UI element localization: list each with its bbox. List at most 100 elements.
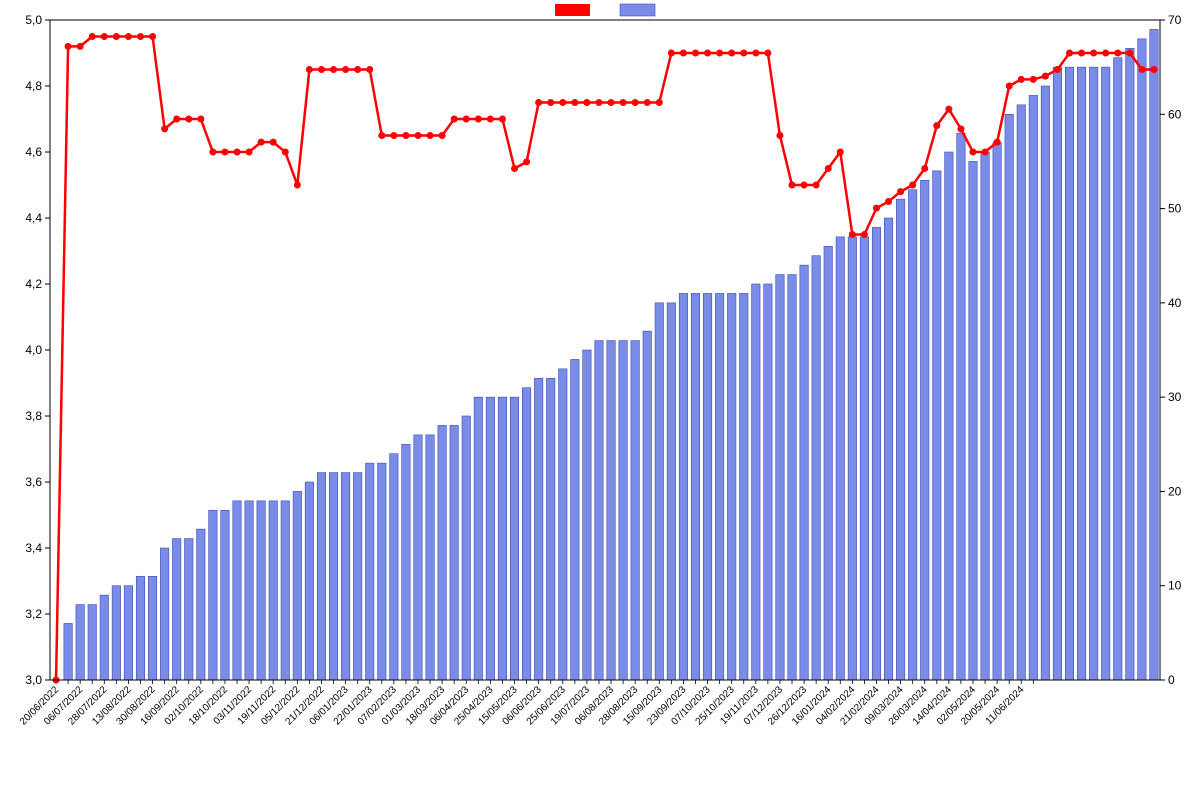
bar bbox=[366, 463, 374, 680]
line-marker bbox=[354, 66, 361, 73]
y-right-tick-label: 10 bbox=[1168, 579, 1182, 593]
line-marker bbox=[1006, 83, 1013, 90]
bar bbox=[715, 293, 723, 680]
bar bbox=[969, 161, 977, 680]
bar bbox=[185, 539, 193, 680]
line-marker bbox=[258, 139, 265, 146]
bar bbox=[643, 331, 651, 680]
line-marker bbox=[982, 149, 989, 156]
legend-swatch-bar bbox=[620, 4, 655, 16]
line-marker bbox=[523, 158, 530, 165]
bar bbox=[764, 284, 772, 680]
bar bbox=[908, 190, 916, 680]
line-marker bbox=[825, 165, 832, 172]
line-marker bbox=[837, 149, 844, 156]
bar bbox=[305, 482, 313, 680]
line-marker bbox=[137, 33, 144, 40]
y-right-tick-label: 60 bbox=[1168, 107, 1182, 121]
y-right-tick-label: 50 bbox=[1168, 202, 1182, 216]
y-right-tick-label: 20 bbox=[1168, 484, 1182, 498]
line-marker bbox=[1150, 66, 1157, 73]
bar bbox=[812, 256, 820, 680]
line-marker bbox=[873, 205, 880, 212]
bar bbox=[498, 397, 506, 680]
y-left-tick-label: 4,0 bbox=[25, 343, 42, 357]
line-marker bbox=[197, 116, 204, 123]
bar bbox=[245, 501, 253, 680]
line-marker bbox=[571, 99, 578, 106]
line-marker bbox=[535, 99, 542, 106]
y-right-tick-label: 0 bbox=[1168, 673, 1175, 687]
line-marker bbox=[716, 50, 723, 57]
line-marker bbox=[149, 33, 156, 40]
line-marker bbox=[234, 149, 241, 156]
line-marker bbox=[885, 198, 892, 205]
bar bbox=[607, 341, 615, 680]
line-marker bbox=[414, 132, 421, 139]
bar bbox=[1126, 48, 1134, 680]
line-marker bbox=[439, 132, 446, 139]
legend-swatch-line bbox=[555, 4, 590, 16]
bar bbox=[112, 586, 120, 680]
bar bbox=[197, 529, 205, 680]
bar bbox=[619, 341, 627, 680]
bar bbox=[945, 152, 953, 680]
bar bbox=[1101, 67, 1109, 680]
line-marker bbox=[740, 50, 747, 57]
y-right-tick-label: 40 bbox=[1168, 296, 1182, 310]
line-marker bbox=[1090, 50, 1097, 57]
line-marker bbox=[547, 99, 554, 106]
line-marker bbox=[680, 50, 687, 57]
line-marker bbox=[957, 125, 964, 132]
bar bbox=[776, 275, 784, 680]
bar bbox=[655, 303, 663, 680]
bar bbox=[100, 595, 108, 680]
y-right-tick-label: 70 bbox=[1168, 13, 1182, 27]
bar bbox=[884, 218, 892, 680]
bar bbox=[1029, 95, 1037, 680]
line-marker bbox=[969, 149, 976, 156]
y-left-tick-label: 3,2 bbox=[25, 607, 42, 621]
line-marker bbox=[173, 116, 180, 123]
bar bbox=[76, 605, 84, 680]
bar bbox=[293, 491, 301, 680]
line-marker bbox=[945, 106, 952, 113]
line-marker bbox=[101, 33, 108, 40]
bar bbox=[474, 397, 482, 680]
line-marker bbox=[776, 132, 783, 139]
bar bbox=[1077, 67, 1085, 680]
bar bbox=[1041, 86, 1049, 680]
bar bbox=[740, 293, 748, 680]
bar bbox=[510, 397, 518, 680]
line-marker bbox=[330, 66, 337, 73]
combo-chart: 3,03,23,43,63,84,04,24,44,64,85,00102030… bbox=[0, 0, 1200, 800]
line-marker bbox=[1126, 50, 1133, 57]
bar bbox=[691, 293, 699, 680]
bar bbox=[667, 303, 675, 680]
bar bbox=[317, 473, 325, 680]
bar bbox=[752, 284, 760, 680]
line-marker bbox=[994, 139, 1001, 146]
bar bbox=[957, 133, 965, 680]
line-marker bbox=[668, 50, 675, 57]
bar bbox=[160, 548, 168, 680]
y-left-tick-label: 3,0 bbox=[25, 673, 42, 687]
line-marker bbox=[921, 165, 928, 172]
bar bbox=[450, 425, 458, 680]
line-marker bbox=[77, 43, 84, 50]
y-right-tick-label: 30 bbox=[1168, 390, 1182, 404]
bar bbox=[559, 369, 567, 680]
line-marker bbox=[752, 50, 759, 57]
line-marker bbox=[849, 231, 856, 238]
bar bbox=[124, 586, 132, 680]
line-marker bbox=[161, 125, 168, 132]
bar bbox=[836, 237, 844, 680]
y-left-tick-label: 3,4 bbox=[25, 541, 42, 555]
line-marker bbox=[1102, 50, 1109, 57]
line-marker bbox=[451, 116, 458, 123]
line-marker bbox=[620, 99, 627, 106]
bar bbox=[872, 227, 880, 680]
line-marker bbox=[487, 116, 494, 123]
bar bbox=[221, 510, 229, 680]
line-marker bbox=[282, 149, 289, 156]
